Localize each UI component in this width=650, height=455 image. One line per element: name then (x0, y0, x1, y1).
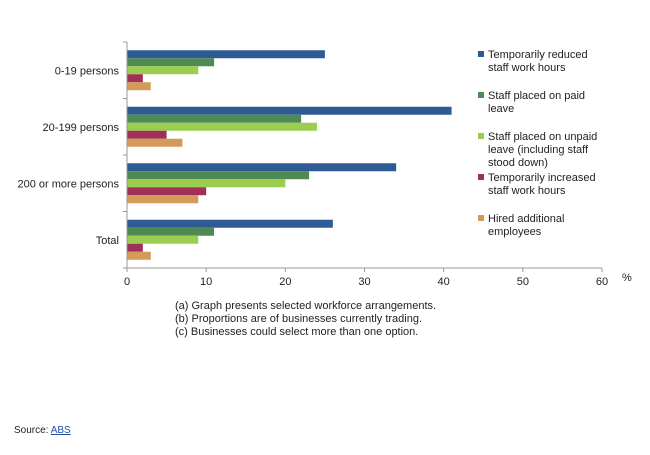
legend-label: Staff placed on paid leave (488, 90, 585, 115)
bars-group (127, 50, 452, 260)
bar-4-4 (127, 243, 143, 252)
legend-swatch (478, 215, 484, 221)
bar-4-1 (127, 219, 333, 228)
bar-3-3 (127, 179, 286, 188)
category-label: 0-19 persons (55, 65, 120, 77)
bar-1-2 (127, 58, 215, 67)
bar-3-4 (127, 187, 207, 196)
bar-1-3 (127, 66, 199, 75)
category-label: 200 or more persons (18, 178, 120, 190)
category-ticks: 0-19 persons 20-199 persons 200 or more pe… (18, 41, 127, 269)
x-tick-label: 50 (517, 276, 529, 288)
category-label: Total (96, 235, 119, 247)
x-tick-label: 40 (438, 276, 450, 288)
bar-3-1 (127, 163, 397, 172)
category-label: 20-199 persons (43, 122, 120, 134)
source-label: Source: (14, 425, 49, 436)
x-tick-label: 20 (279, 276, 291, 288)
x-axis-unit-label: % (622, 272, 632, 284)
legend-label: Temporarily reduced staff work hours (488, 49, 588, 74)
legend-label: Staff placed on unpaid leave (including s… (488, 131, 597, 169)
source-line: Source: ABS (14, 425, 71, 436)
bar-2-4 (127, 130, 167, 139)
bar-4-2 (127, 227, 215, 236)
legend-label: Temporarily increased staff work hours (488, 172, 596, 197)
bar-3-5 (127, 195, 199, 204)
legend-swatch (478, 133, 484, 139)
note-c: (c) Businesses could select more than on… (175, 326, 419, 338)
legend-swatch (478, 174, 484, 180)
bar-2-1 (127, 106, 452, 115)
legend-label: Hired additional employees (488, 213, 564, 238)
bar-1-1 (127, 50, 325, 59)
bar-2-5 (127, 138, 183, 147)
legend-swatch (478, 51, 484, 57)
bar-4-5 (127, 251, 151, 260)
source-link[interactable]: ABS (50, 425, 71, 436)
legend: Temporarily reduced staff work hours Staff… (478, 49, 597, 238)
bar-2-2 (127, 114, 302, 123)
x-tick-label: 0 (124, 276, 130, 288)
bar-1-4 (127, 74, 143, 83)
note-a: (a) Graph presents selected workforce ar… (175, 300, 437, 312)
note-b: (b) Proportions are of businesses curren… (175, 313, 423, 325)
x-ticks: 0 10 20 30 40 50 60 (124, 268, 608, 288)
legend-swatch (478, 92, 484, 98)
bar-3-2 (127, 171, 310, 180)
x-tick-label: 10 (200, 276, 212, 288)
bar-1-5 (127, 82, 151, 91)
chart-notes: (a) Graph presents selected workforce ar… (175, 300, 436, 339)
x-tick-label: 60 (596, 276, 608, 288)
bar-chart: 0-19 persons 20-199 persons 200 or more pe… (18, 41, 632, 288)
bar-4-3 (127, 235, 199, 244)
x-tick-label: 30 (358, 276, 370, 288)
bar-2-3 (127, 122, 317, 131)
